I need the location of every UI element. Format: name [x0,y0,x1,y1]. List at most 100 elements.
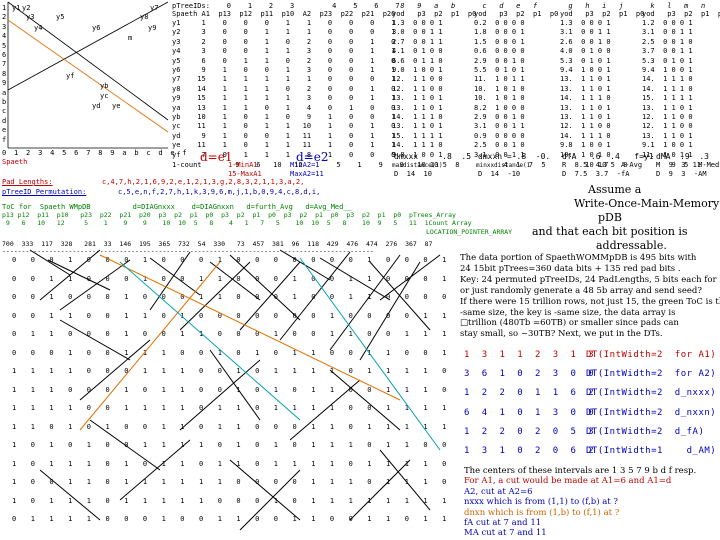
bit-cell: 1 [404,496,409,505]
bit-cell: 1 [68,367,73,375]
bit-cell: 1 [86,441,92,449]
bit-cell: 0 [12,348,17,357]
bit-cell: 0 [348,367,353,375]
bit-cell: 1 [348,293,353,301]
bit-cell: 1 [217,404,222,412]
bit-cell: 0 [105,404,110,412]
right-table-row: 13. 1 1 0 1 [392,122,443,131]
bit-cell: 1 [49,515,54,523]
right-table-row: 0.9 0 0 0 0 [474,131,525,140]
bit-cell: 0 [86,404,92,412]
pointer-line [229,459,301,521]
bit-cell: 1 [442,404,447,412]
bit-cell: 0 [348,404,353,412]
ptree-row: ya 13 1 1 0 1 4 0 1 0 0 [172,103,396,112]
dt-label: DT(IntWidth=2 d_nxxx) [586,388,717,399]
bit-cell: 1 [68,459,73,468]
bit-cell: 1 [311,459,316,468]
bit-cell: 0 [105,348,110,357]
bit-cell: 1 [236,422,241,431]
right-table-row: 12. 1 1 0 0 [392,75,443,84]
bit-cell: 1 [180,330,185,338]
bit-cell: 1 [199,478,204,486]
bit-cell: 0 [273,422,279,431]
right-table-col-header: c d e f [474,2,538,10]
right-table-row: 13. 1 1 0 1 [560,103,611,112]
pointer-line [59,259,131,311]
bit-cell: 0 [311,256,316,264]
bit-cell: 1 [49,459,54,468]
bit-cell: 0 [105,367,110,375]
right-table-row: 2.9 0 0 1 0 [474,113,525,121]
dt-label: DT(IntWidth=2 for A1) [586,350,717,360]
bit-cell: 0 [367,385,372,394]
bit-cell: 0 [199,385,204,394]
d2-max: MaxA2=11 [290,170,324,178]
bit-cell: 1 [217,422,222,431]
bit-cell: 1 [292,348,297,357]
bit-cell: 1 [49,293,54,301]
right-table-row: 13. 1 1 0 1 [642,131,693,140]
pointer-line [59,319,131,361]
right-table-row: 3.0 0 0 1 1 [392,28,443,37]
bit-cell: 1 [30,330,35,338]
plot-row-label: 2 [2,13,7,22]
bit-cell: 0 [217,311,222,320]
right-table-row: 1.2 0 0 0 1 [642,19,693,27]
bit-cell: 0 [30,496,35,505]
bit-cell: 0 [199,459,204,468]
bit-cell: 1 [124,348,129,357]
right-table-row: 3.1 0 0 1 1 [560,28,611,37]
right-table-row: 2.6 0 0 1 0 [560,37,611,46]
bit-cell: 1 [423,367,428,375]
right-table-row: 0.2 0 0 0 0 [474,19,525,27]
bit-cell: 0 [255,422,260,431]
bit-cell: 0 [423,256,428,264]
right-table-row: 13. 1 1 0 1 [560,75,611,84]
right-table-row: 12. 1 1 0 0 [560,122,611,131]
bit-cell: 0 [180,274,185,283]
bit-cell: 1 [49,274,54,283]
right-table-row: 3.1 0 0 1 1 [474,122,525,131]
right-table-row: 0.6 0 0 0 0 [474,47,525,56]
pointer-line [29,249,71,276]
bit-cell: 1 [68,274,73,283]
bit-cell: 1 [217,515,222,523]
bit-cell: 1 [442,515,447,523]
right-table-row: 12. 1 1 0 0 [642,113,693,121]
bit-cell: 0 [30,478,35,486]
assume-text: Assume a [588,183,642,196]
bit-cell: 1 [180,385,185,394]
bit-cell: 1 [12,367,17,375]
pointer-line-orange [99,254,401,401]
bit-cell: 0 [199,422,204,431]
dmxx-label: dmxxx .8 .5 [394,152,472,161]
bit-cell: 1 [442,422,447,431]
bit-cell: 1 [442,311,447,320]
point-y8: y8 [140,13,149,21]
bit-cell: 1 [142,367,148,375]
bit-cell: 0 [199,348,204,357]
bit-cell: 0 [367,330,372,338]
bit-cell: 1 [180,367,185,375]
bit-cell: 0 [348,385,353,394]
right-table-row: 9.8 1 0 0 1 [560,141,611,150]
bit-cell: 0 [273,274,279,283]
bit-cell: 1 [386,404,391,412]
bit-cell: 1 [386,385,391,394]
bit-cell: 0 [273,478,279,486]
point-y1: y1 [12,4,21,12]
pointer-line [47,259,111,291]
ptree-count-row: 1-count 9 6 10 12 5 1 9 9 [172,161,404,169]
ptree-row: yb 10 1 0 1 0 9 1 0 0 1 [172,113,396,122]
bit-cell: 1 [161,496,166,505]
dfa-nums-2: D 7.5 3.7 -fA [562,170,630,178]
bit-cell: 1 [199,274,204,283]
bit-cell: 1 [311,348,316,357]
bit-cell: 0 [217,496,222,505]
bit-cell: 1 [386,367,391,375]
bit-cell: 0 [105,459,110,468]
bit-cell: 1 [68,478,73,486]
bit-cell: 0 [311,274,316,283]
bit-cell: 0 [423,274,428,283]
